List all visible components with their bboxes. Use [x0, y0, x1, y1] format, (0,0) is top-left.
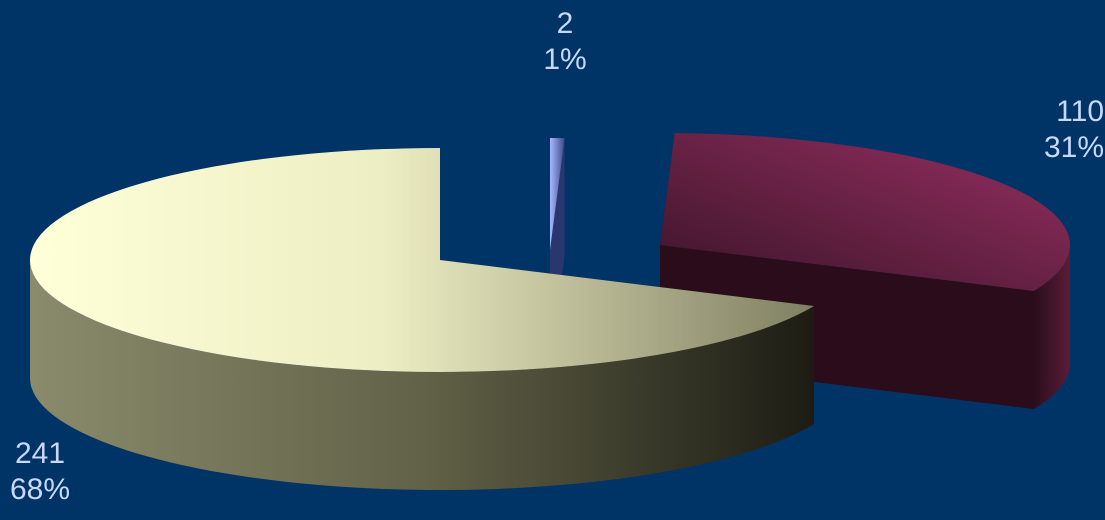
- data-label-value: 241: [14, 437, 66, 470]
- slice-top: [29, 148, 814, 372]
- data-label-value: 110: [1056, 95, 1104, 128]
- slice-outer-wall: [1033, 245, 1070, 409]
- pie-slice-3: [29, 148, 814, 490]
- data-label-slice-1: 2 1%: [530, 6, 600, 78]
- slice-top: [550, 138, 565, 250]
- slice-top: [660, 133, 1070, 291]
- slice-outer-wall: [30, 260, 814, 490]
- data-label-slice-3: 241 68%: [0, 436, 80, 508]
- data-label-percent: 68%: [9, 473, 71, 506]
- data-label-percent: 1%: [543, 43, 587, 76]
- data-label-slice-2: 110 31%: [1012, 94, 1104, 166]
- data-label-value: 2: [556, 7, 574, 40]
- data-label-percent: 31%: [1043, 131, 1104, 164]
